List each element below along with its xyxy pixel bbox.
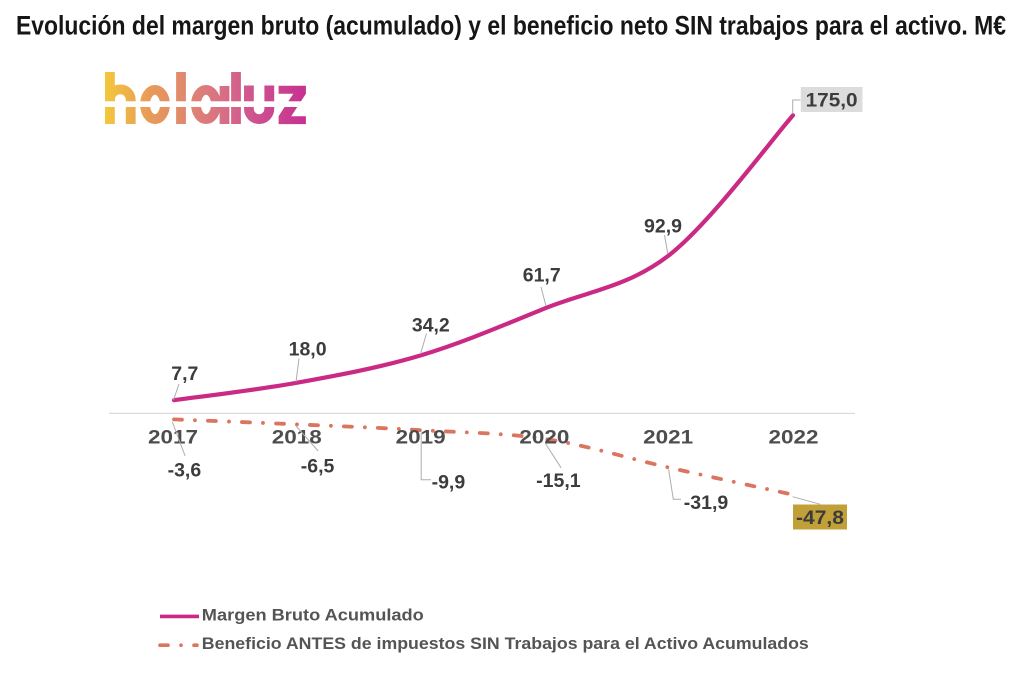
svg-text:-9,9: -9,9 [432, 471, 466, 493]
svg-text:Beneficio ANTES de impuestos S: Beneficio ANTES de impuestos SIN Trabajo… [202, 634, 809, 653]
svg-text:2020: 2020 [519, 427, 569, 449]
svg-text:61,7: 61,7 [523, 265, 561, 287]
svg-text:Margen Bruto Acumulado: Margen Bruto Acumulado [202, 605, 424, 624]
svg-text:-47,8: -47,8 [796, 507, 844, 529]
svg-text:2022: 2022 [769, 427, 819, 449]
svg-text:2021: 2021 [643, 427, 693, 449]
svg-text:34,2: 34,2 [412, 315, 450, 337]
svg-text:-6,5: -6,5 [301, 456, 335, 478]
svg-text:-15,1: -15,1 [536, 470, 581, 492]
svg-text:7,7: 7,7 [171, 363, 198, 385]
svg-text:92,9: 92,9 [644, 215, 682, 237]
svg-text:-31,9: -31,9 [684, 492, 729, 514]
svg-text:18,0: 18,0 [289, 338, 327, 360]
svg-text:2019: 2019 [396, 427, 446, 449]
svg-text:Evolución del margen bruto (ac: Evolución del margen bruto (acumulado) y… [16, 11, 1006, 41]
svg-text:175,0: 175,0 [806, 89, 858, 111]
svg-text:2017: 2017 [148, 427, 198, 449]
svg-text:-3,6: -3,6 [168, 460, 202, 482]
svg-text:2018: 2018 [272, 427, 322, 449]
